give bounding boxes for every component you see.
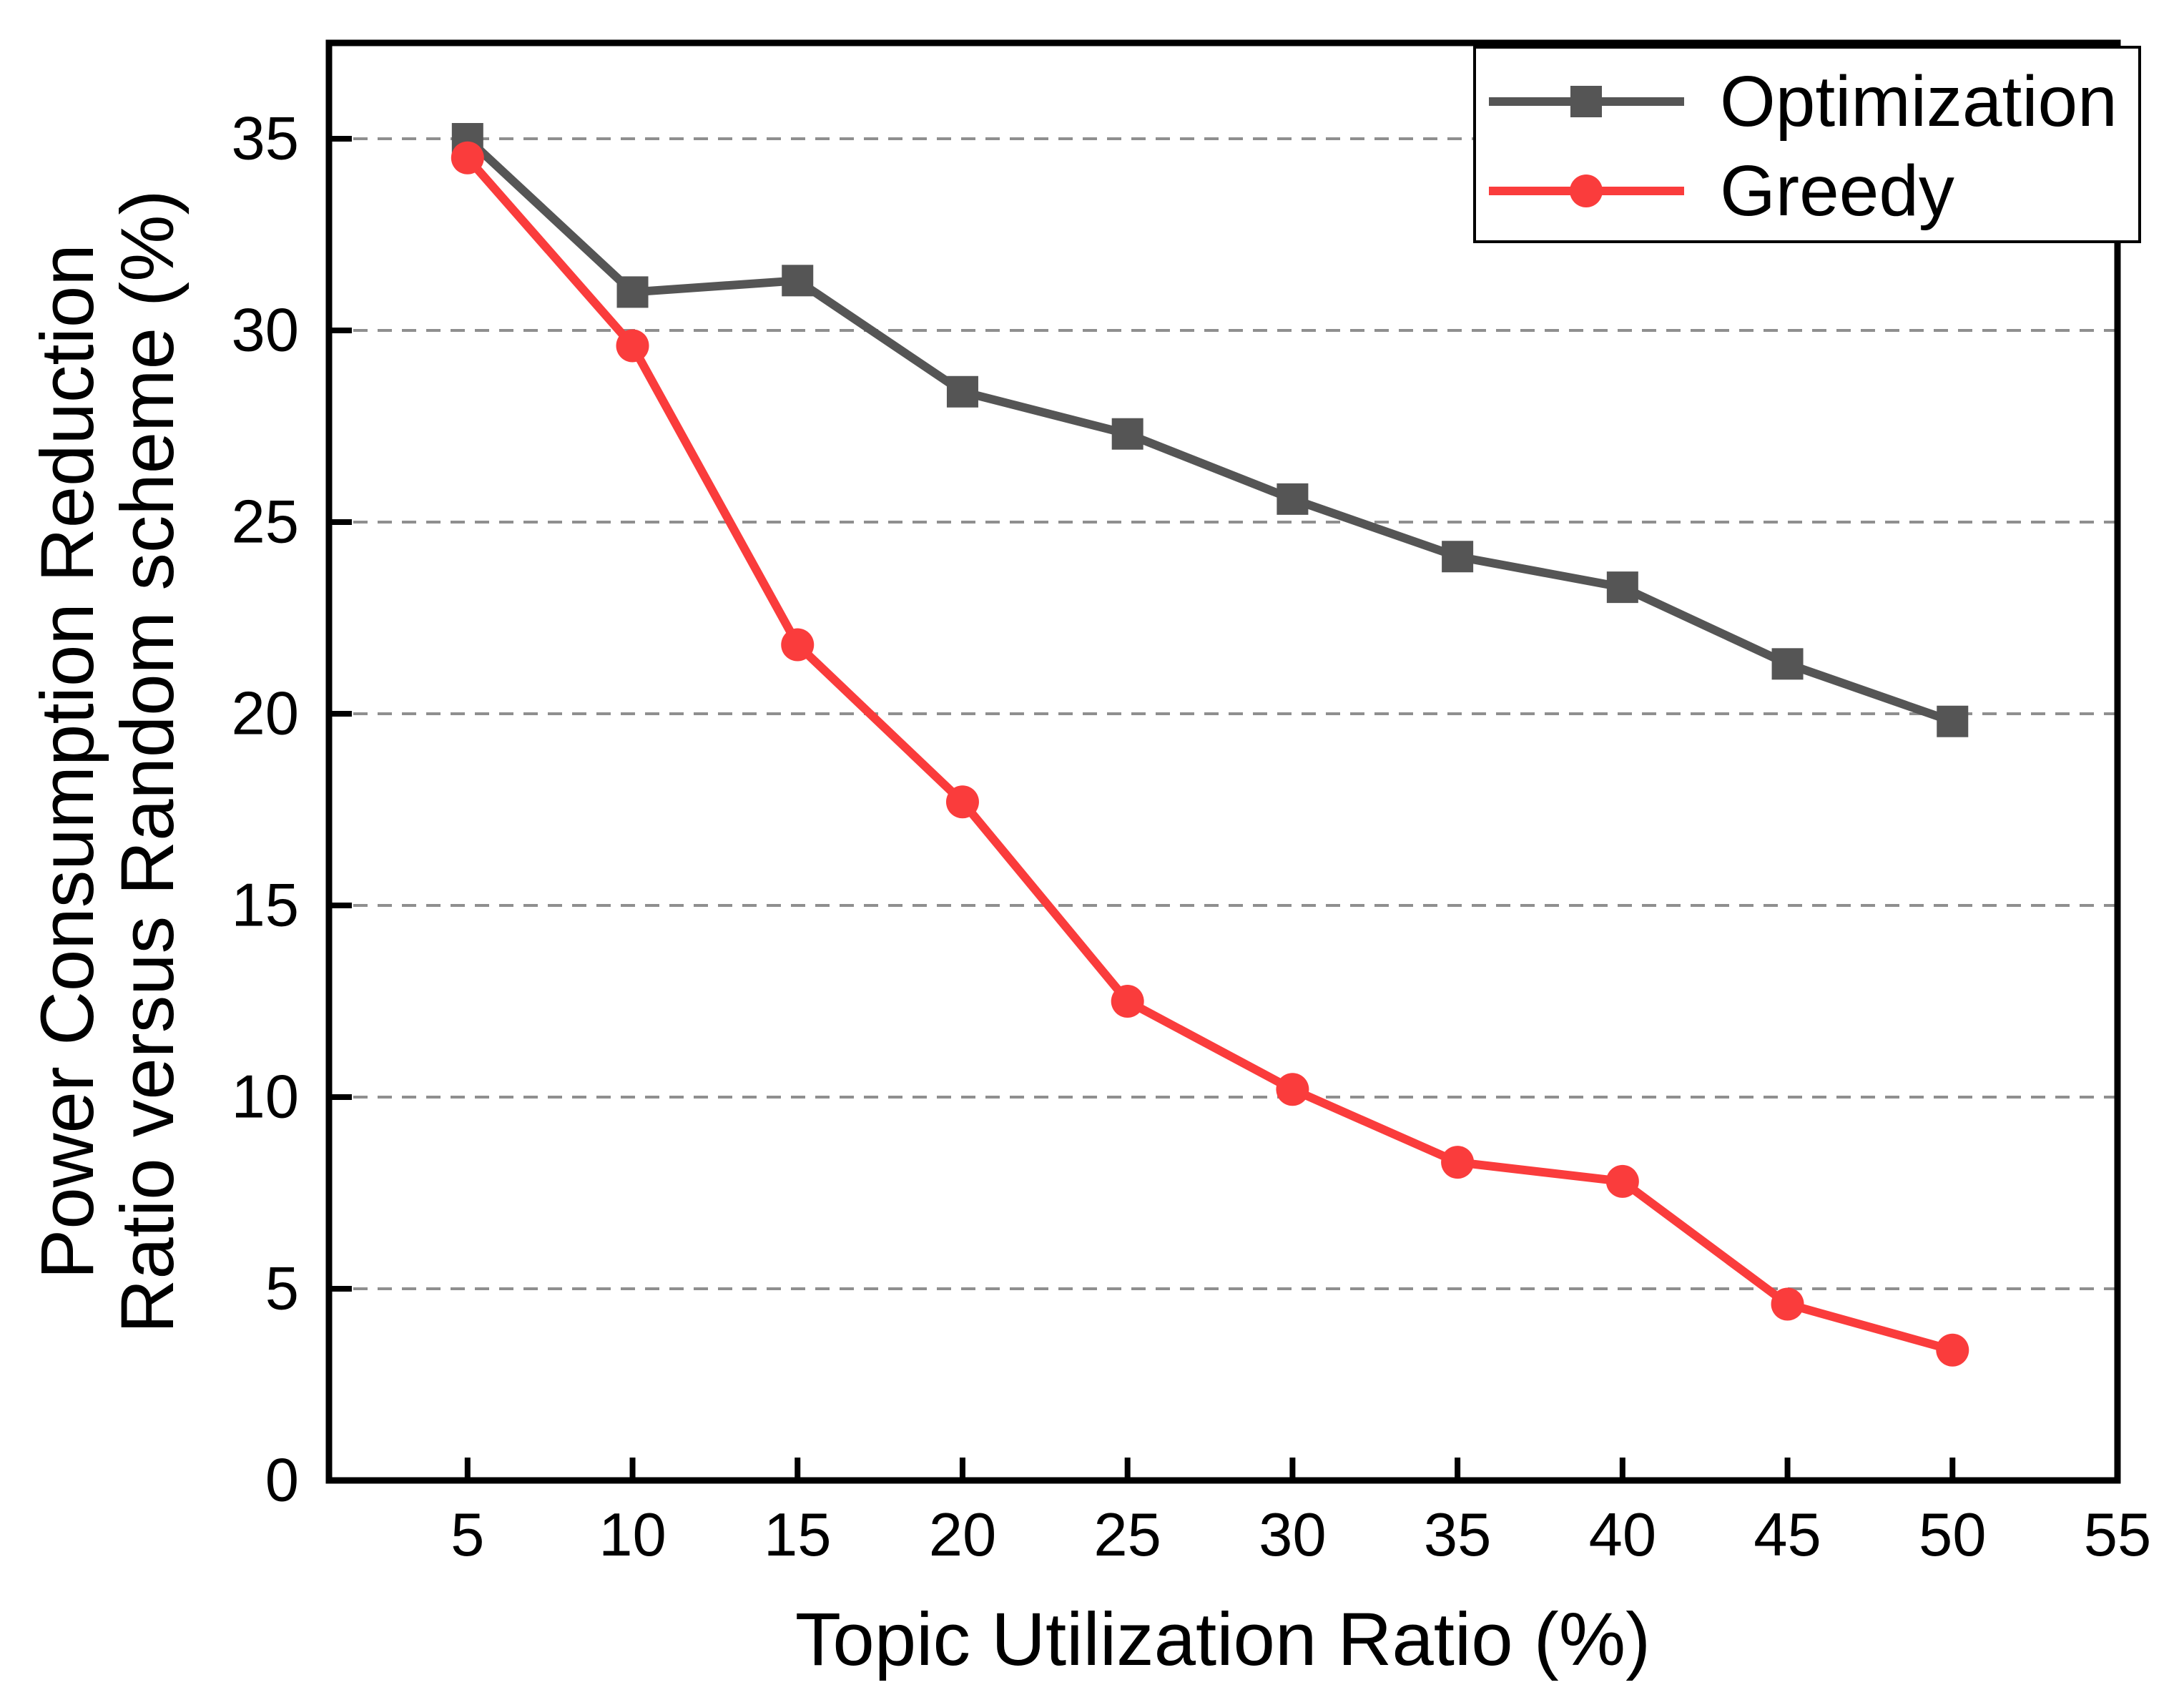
marker-square-optimization-x35	[1442, 541, 1474, 573]
series-line-greedy	[464, 154, 1954, 1355]
plot-border	[325, 39, 2121, 1484]
y-tick-label-30: 30	[231, 297, 299, 365]
legend-label-greedy: Greedy	[1720, 151, 1954, 231]
x-tick-label-50: 50	[1919, 1501, 1987, 1569]
x-tick-label-15: 15	[764, 1501, 832, 1569]
x-tick-label-30: 30	[1259, 1501, 1327, 1569]
x-tick-label-10: 10	[599, 1501, 666, 1569]
series-line-optimization	[464, 135, 1954, 726]
x-tick-label-55: 55	[2084, 1501, 2152, 1569]
legend: Optimization Greedy	[1473, 46, 2141, 243]
axis-ticks-group	[329, 136, 2120, 1483]
legend-entries: Optimization Greedy	[1489, 62, 2117, 231]
marker-circle-greedy-x30	[1276, 1073, 1309, 1106]
y-axis-title-line1: Power Consumption Reduction	[26, 244, 109, 1279]
marker-square-optimization-x25	[1111, 418, 1143, 450]
x-tick-label-40: 40	[1589, 1501, 1657, 1569]
x-axis-title: Topic Utilization Ratio (%)	[795, 1598, 1651, 1681]
legend-label-optimization: Optimization	[1720, 62, 2117, 142]
marker-square-optimization-x20	[946, 375, 978, 408]
legend-box	[1473, 46, 2141, 243]
marker-circle-greedy-x45	[1771, 1287, 1804, 1321]
marker-circle-greedy-x15	[781, 628, 815, 662]
legend-marker-circle-greedy	[1570, 175, 1603, 207]
x-tick-label-35: 35	[1424, 1501, 1492, 1569]
x-tick-label-45: 45	[1753, 1501, 1821, 1569]
marker-square-optimization-x15	[782, 265, 814, 297]
y-tick-label-0: 0	[265, 1447, 299, 1515]
legend-marker-square-optimization	[1570, 86, 1602, 117]
marker-circle-greedy-x50	[1936, 1333, 1969, 1367]
y-tick-label-10: 10	[231, 1063, 299, 1131]
marker-circle-greedy-x25	[1111, 985, 1144, 1018]
marker-circle-greedy-x35	[1441, 1146, 1475, 1179]
y-tick-label-35: 35	[231, 105, 299, 173]
marker-circle-greedy-x10	[616, 329, 649, 363]
marker-square-optimization-x10	[616, 276, 649, 308]
y-tick-label-25: 25	[231, 488, 299, 556]
marker-square-optimization-x30	[1277, 483, 1309, 515]
marker-square-optimization-x40	[1606, 571, 1638, 604]
tick-labels-group: 0 5 10 15 20 25 30 35 5 10 15 20 25 30 35 40 45 50 55	[231, 105, 2151, 1570]
y-tick-label-5: 5	[265, 1255, 299, 1323]
marker-square-optimization-x45	[1771, 648, 1804, 680]
marker-circle-greedy-x5	[451, 141, 484, 175]
x-tick-label-25: 25	[1093, 1501, 1161, 1569]
x-tick-label-5: 5	[451, 1501, 484, 1569]
marker-square-optimization-x50	[1937, 705, 1969, 737]
series-group	[451, 123, 1969, 1367]
y-tick-label-15: 15	[231, 872, 299, 940]
marker-circle-greedy-x20	[945, 785, 979, 819]
marker-circle-greedy-x40	[1605, 1164, 1639, 1198]
y-axis-title-line2: Ratio versus Random scheme (%)	[106, 190, 190, 1334]
x-tick-label-20: 20	[929, 1501, 997, 1569]
y-tick-label-20: 20	[231, 680, 299, 748]
